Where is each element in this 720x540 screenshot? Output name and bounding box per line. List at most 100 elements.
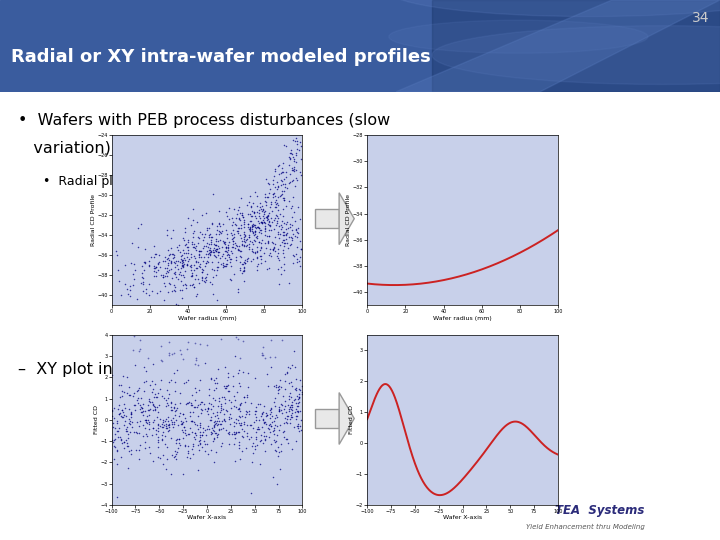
Point (181, 259, 193, 268)
Point (170, 416, 181, 424)
Point (262, 178, 274, 187)
Point (264, 221, 276, 230)
Point (113, 401, 125, 410)
Point (211, 247, 222, 255)
Point (290, 437, 302, 445)
Point (176, 426, 188, 435)
Point (228, 217, 239, 226)
Point (251, 435, 262, 443)
Point (161, 420, 172, 429)
Point (261, 369, 272, 378)
Point (289, 157, 300, 165)
Point (243, 369, 254, 377)
Point (189, 253, 200, 262)
Point (244, 224, 256, 233)
Point (177, 281, 189, 289)
Point (168, 280, 179, 289)
Point (235, 233, 246, 242)
Point (294, 252, 306, 261)
Point (122, 463, 133, 472)
Point (236, 241, 248, 249)
Point (282, 418, 293, 427)
Point (240, 444, 252, 453)
Point (211, 221, 222, 230)
Point (156, 431, 168, 440)
Point (176, 252, 187, 261)
Point (199, 426, 211, 434)
Point (222, 386, 234, 395)
Point (211, 245, 222, 254)
Point (149, 379, 161, 388)
Point (215, 425, 227, 434)
Point (256, 207, 267, 215)
Point (227, 226, 238, 234)
Point (287, 176, 299, 184)
Point (259, 206, 271, 215)
Point (251, 261, 263, 270)
Point (269, 247, 281, 256)
Point (248, 239, 259, 248)
Point (143, 425, 155, 434)
Point (188, 243, 199, 252)
Point (269, 171, 280, 180)
Point (266, 422, 277, 430)
Point (212, 430, 224, 439)
Point (138, 257, 150, 266)
Point (162, 400, 174, 409)
Point (141, 302, 153, 311)
Point (285, 413, 297, 421)
Point (192, 258, 204, 266)
Point (289, 395, 300, 403)
Point (125, 412, 137, 421)
Point (125, 258, 137, 267)
Point (282, 369, 293, 377)
Point (243, 233, 255, 241)
Point (163, 255, 175, 264)
Point (232, 287, 243, 296)
Point (140, 418, 151, 427)
Point (245, 224, 256, 233)
Point (204, 251, 215, 260)
Point (176, 264, 187, 273)
Point (191, 388, 202, 396)
Point (218, 409, 230, 418)
Point (148, 399, 159, 408)
Point (228, 372, 239, 381)
Point (146, 387, 158, 396)
Point (166, 398, 177, 407)
Point (169, 399, 181, 408)
Point (183, 447, 194, 455)
Point (128, 401, 140, 409)
Point (178, 423, 189, 431)
Point (249, 237, 261, 245)
Point (197, 256, 209, 265)
Point (265, 440, 276, 448)
Point (284, 389, 296, 397)
Point (253, 400, 264, 409)
Y-axis label: Fitted CD: Fitted CD (349, 406, 354, 434)
Point (213, 244, 225, 252)
Point (251, 222, 262, 231)
Point (121, 388, 132, 397)
Point (143, 420, 155, 428)
Point (173, 434, 184, 443)
Point (112, 492, 123, 501)
Point (168, 402, 180, 411)
Point (258, 205, 269, 213)
Point (191, 258, 202, 267)
Point (271, 422, 283, 430)
Point (250, 403, 261, 411)
Point (140, 443, 151, 452)
Point (279, 377, 291, 386)
Point (276, 186, 288, 195)
Point (210, 448, 222, 456)
Point (272, 201, 284, 210)
Point (269, 438, 280, 447)
Point (157, 273, 168, 281)
Point (262, 238, 274, 246)
Point (272, 249, 284, 258)
Point (274, 170, 285, 178)
Point (135, 403, 147, 411)
Point (289, 163, 300, 171)
Point (290, 226, 302, 234)
